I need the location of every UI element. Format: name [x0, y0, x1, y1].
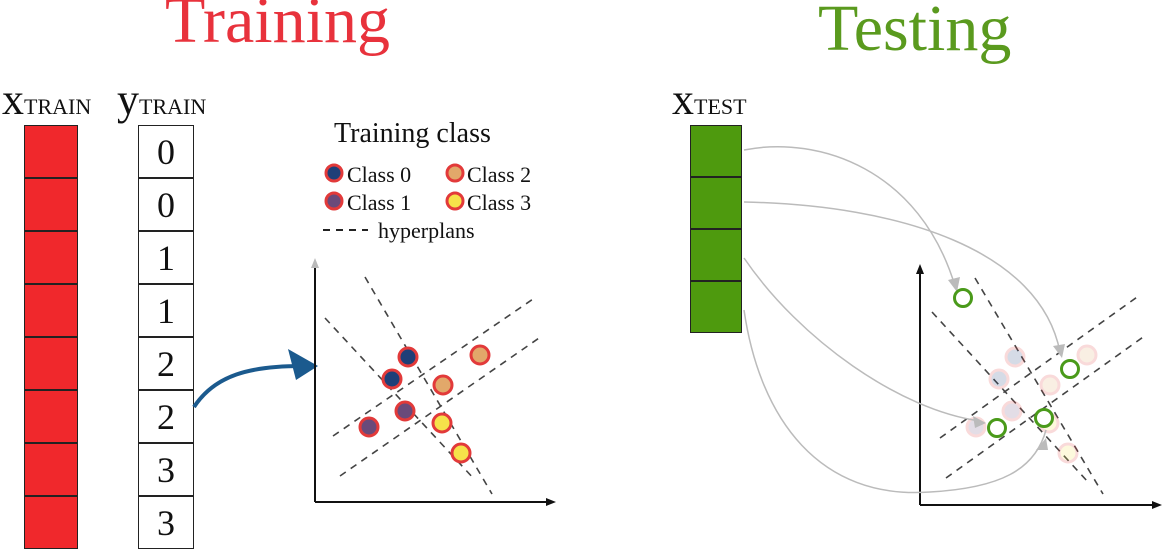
- training-point: [394, 400, 416, 422]
- legend-marker-class-2: [445, 163, 465, 183]
- x-train-cell: [24, 443, 78, 496]
- train-arrow-head: [288, 349, 318, 380]
- test-arrow-head-2: [1053, 344, 1065, 358]
- train-to-plot-arrow: [192, 364, 303, 409]
- training-title: Training: [165, 0, 390, 57]
- training-point: [397, 346, 419, 368]
- test-arrow-2: [743, 201, 1061, 353]
- training-x-axis-arrow: [546, 498, 556, 506]
- test-points: [953, 288, 1080, 438]
- testing-x-axis-arrow: [1152, 501, 1162, 509]
- training-point: [469, 344, 491, 366]
- y-train-cell: 0: [138, 125, 194, 178]
- legend-title: Training class: [334, 118, 491, 149]
- legend-label-class-3: Class 3: [467, 190, 531, 215]
- x-train-stack: [24, 125, 78, 549]
- x-test-cell: [690, 281, 742, 333]
- test-arrow-4: [743, 309, 1047, 494]
- training-point: [432, 374, 454, 396]
- x-test-cell: [690, 125, 742, 177]
- legend-item-hyperplans: hyperplans: [323, 218, 475, 243]
- x-test-sub: TEST: [694, 94, 747, 119]
- y-train-cell: 1: [138, 284, 194, 337]
- x-test-label: xTEST: [672, 78, 747, 122]
- testing-plot: [743, 146, 1162, 509]
- test-arrow-head-3: [973, 416, 986, 428]
- testing-y-axis-arrow: [916, 264, 924, 274]
- test-arrow-heads: [948, 277, 1065, 450]
- testing-hyperplane-4: [945, 334, 1147, 479]
- test-point: [1060, 359, 1080, 379]
- test-point: [1034, 408, 1054, 428]
- x-test-stack: [690, 125, 742, 333]
- x-test-cell: [690, 177, 742, 229]
- y-train-cell: 3: [138, 443, 194, 496]
- training-point: [431, 412, 453, 434]
- training-y-axis-arrow: [311, 258, 319, 268]
- legend-marker-class-0: [324, 163, 344, 183]
- legend-marker-class-1: [324, 191, 344, 211]
- faded-point: [1004, 346, 1026, 368]
- x-train-cell: [24, 496, 78, 549]
- testing-hyperplanes: [931, 277, 1147, 495]
- x-train-cell: [24, 337, 78, 390]
- test-arrow-3: [743, 257, 981, 422]
- x-test-main: x: [672, 75, 694, 124]
- x-train-sub: TRAIN: [24, 94, 92, 119]
- legend-marker-class-3: [445, 191, 465, 211]
- x-train-cell: [24, 231, 78, 284]
- legend-label-hyperplans: hyperplans: [378, 218, 475, 243]
- training-plot: [311, 258, 556, 506]
- y-train-label: yTRAIN: [117, 78, 206, 122]
- faded-point: [1076, 344, 1098, 366]
- testing-title: Testing: [818, 0, 1012, 65]
- y-train-cell: 1: [138, 231, 194, 284]
- x-train-cell: [24, 125, 78, 178]
- y-train-cell: 3: [138, 496, 194, 549]
- training-point: [358, 416, 380, 438]
- testing-hyperplane-1: [974, 277, 1104, 495]
- training-point: [381, 368, 403, 390]
- x-train-cell: [24, 284, 78, 337]
- training-hyperplane-2: [324, 317, 476, 481]
- x-train-main: x: [2, 75, 24, 124]
- faded-point: [1039, 374, 1061, 396]
- test-arrow-1: [743, 146, 956, 287]
- y-train-cell: 2: [138, 337, 194, 390]
- x-train-label: xTRAIN: [2, 78, 91, 122]
- faded-point: [1001, 400, 1023, 422]
- legend-item-class-0: Class 0: [324, 162, 411, 187]
- legend-item-class-1: Class 1: [324, 190, 411, 215]
- y-train-main: y: [117, 75, 139, 124]
- training-hyperplane-4: [339, 335, 543, 477]
- legend-label-class-2: Class 2: [467, 162, 531, 187]
- faded-point: [1057, 442, 1079, 464]
- training-hyperplane-3: [332, 296, 537, 437]
- training-hyperplane-1: [364, 276, 493, 495]
- x-train-cell: [24, 390, 78, 443]
- training-hyperplanes: [324, 276, 543, 495]
- legend-label-class-1: Class 1: [347, 190, 411, 215]
- y-train-cell: 0: [138, 178, 194, 231]
- training-point: [450, 442, 472, 464]
- testing-hyperplane-3: [939, 294, 1141, 439]
- legend-item-class-3: Class 3: [445, 190, 531, 215]
- x-train-cell: [24, 178, 78, 231]
- test-arrow-head-4: [1036, 438, 1048, 450]
- y-train-cell: 2: [138, 390, 194, 443]
- test-point: [987, 418, 1007, 438]
- legend-label-class-0: Class 0: [347, 162, 411, 187]
- test-point: [953, 288, 973, 308]
- faded-point: [988, 368, 1010, 390]
- test-arrow-head-1: [948, 277, 960, 292]
- test-assignment-arrows: [743, 146, 1061, 494]
- training-points: [358, 344, 491, 464]
- x-test-cell: [690, 229, 742, 281]
- legend-item-class-2: Class 2: [445, 162, 531, 187]
- y-train-sub: TRAIN: [139, 94, 207, 119]
- legend: Class 0 Class 2 Class 1 Class 3 hyperpla…: [323, 162, 531, 243]
